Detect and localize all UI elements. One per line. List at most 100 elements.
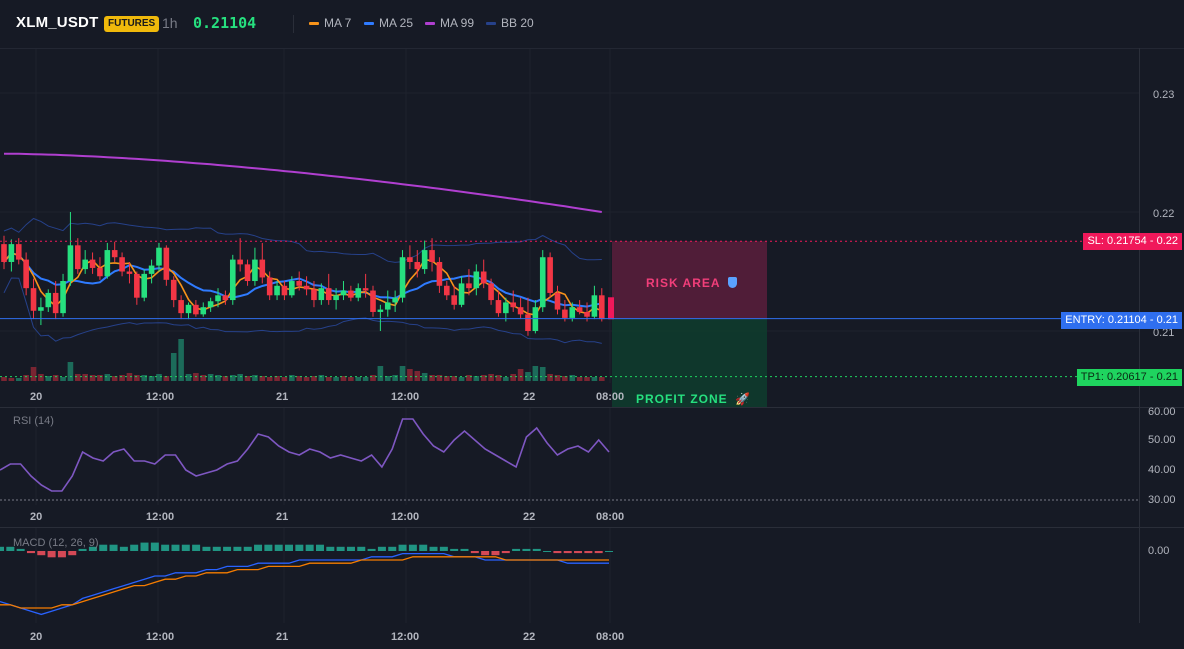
legend-ma25[interactable]: MA 25 [364, 16, 413, 30]
candle-body [598, 295, 605, 320]
macd-histogram-bar [68, 551, 77, 556]
legend-ma99[interactable]: MA 99 [425, 16, 474, 30]
candle-body [517, 307, 524, 315]
candle-body [480, 271, 487, 284]
volume-bar [370, 375, 376, 381]
candle-body [451, 295, 457, 305]
legend-swatch-icon [364, 21, 374, 25]
macd-histogram-bar [563, 551, 572, 554]
candle-body [229, 259, 236, 301]
volume-bar [134, 375, 140, 381]
rsi-tick: 40.00 [1148, 464, 1176, 476]
volume-bar [30, 367, 37, 381]
candle-body [141, 273, 148, 298]
candle-body [185, 304, 192, 314]
candle-body [266, 277, 273, 296]
candle-body [237, 259, 243, 265]
volume-bar [377, 366, 384, 381]
volume-bar [244, 376, 251, 381]
legend-ma7[interactable]: MA 7 [309, 16, 351, 30]
trade-zones [608, 241, 767, 407]
candle-body [318, 288, 325, 301]
candle-body [259, 259, 266, 278]
volume-bar [325, 377, 332, 381]
volume-bar [8, 378, 15, 381]
risk-area-zone [612, 241, 767, 319]
header-divider [293, 15, 294, 33]
rsi-line [0, 418, 610, 492]
shield-icon [728, 277, 738, 288]
symbol-name[interactable]: XLM_USDT [16, 14, 99, 31]
time-tick: 22 [523, 391, 535, 403]
interval-label[interactable]: 1h [162, 15, 178, 31]
legend-bb20[interactable]: BB 20 [486, 16, 534, 30]
macd-histogram-bar [140, 542, 149, 551]
volume-bar [362, 377, 369, 381]
candle-body [89, 259, 96, 268]
price-tick: 0.21 [1153, 327, 1174, 339]
macd-histogram-bar [47, 551, 56, 558]
tp1-label: TP1: 0.20617 [1080, 371, 1147, 383]
candle-body [466, 283, 472, 289]
tp1-value: 0.21 [1156, 371, 1178, 383]
macd-histogram-bar [367, 548, 376, 551]
entry-price-tag[interactable]: ENTRY: 0.21104 - 0.21 [1061, 312, 1182, 329]
rsi-title[interactable]: RSI (14) [13, 415, 54, 427]
candle-body [525, 314, 531, 331]
volume-bar [517, 369, 524, 381]
candle-body [97, 267, 103, 277]
volume-bar [407, 369, 413, 381]
candle-body [414, 261, 421, 270]
macd-histogram-bar [501, 551, 510, 554]
time-tick: 08:00 [596, 631, 624, 643]
macd-pane [0, 542, 613, 616]
candle-body [473, 271, 480, 289]
macd-histogram-bar [233, 546, 242, 551]
sl-price-tag[interactable]: SL: 0.21754 - 0.22 [1083, 233, 1182, 250]
volume-bar [111, 376, 118, 381]
volume-bar [170, 353, 177, 381]
macd-histogram-bar [192, 544, 201, 551]
volume-bar [495, 375, 502, 381]
macd-histogram-bar [57, 551, 66, 558]
macd-histogram-bar [150, 542, 159, 551]
candle-body [119, 257, 125, 272]
time-tick: 21 [276, 511, 288, 523]
volume-bar [82, 374, 88, 381]
macd-title[interactable]: MACD (12, 26, 9) [13, 537, 99, 549]
macd-histogram-bar [88, 546, 97, 551]
candle-body [325, 288, 332, 301]
candle-body [38, 307, 44, 311]
volume-bar [392, 375, 398, 381]
rsi-tick: 60.00 [1148, 406, 1176, 418]
candle-body [52, 292, 59, 314]
macd-histogram-bar [26, 551, 35, 554]
volume-bar [348, 377, 354, 381]
volume-bar [119, 375, 125, 381]
candle-body [444, 285, 450, 296]
candle-body [281, 285, 288, 296]
macd-histogram-bar [408, 544, 417, 551]
futures-badge: FUTURES [104, 16, 160, 32]
volume-bar [554, 375, 561, 381]
candle-body [348, 290, 354, 298]
candle-body [289, 281, 295, 296]
macd-histogram-bar [315, 544, 324, 551]
candle-body [274, 285, 280, 296]
candle-body [436, 261, 443, 286]
macd-histogram-bar [522, 548, 531, 551]
volume-bar [598, 377, 605, 381]
volume-bar [141, 375, 148, 381]
volume-bar [488, 374, 494, 381]
macd-histogram-bar [119, 546, 128, 551]
time-tick: 12:00 [146, 391, 174, 403]
candle-body [30, 288, 37, 311]
volume-bar [591, 377, 598, 381]
macd-histogram-bar [109, 544, 118, 551]
candle-body [126, 271, 133, 274]
legend-swatch-icon [309, 21, 319, 25]
tp1-price-tag[interactable]: TP1: 0.20617 - 0.21 [1076, 369, 1182, 386]
price-tick: 0.22 [1153, 208, 1174, 220]
candle-body [569, 307, 576, 318]
